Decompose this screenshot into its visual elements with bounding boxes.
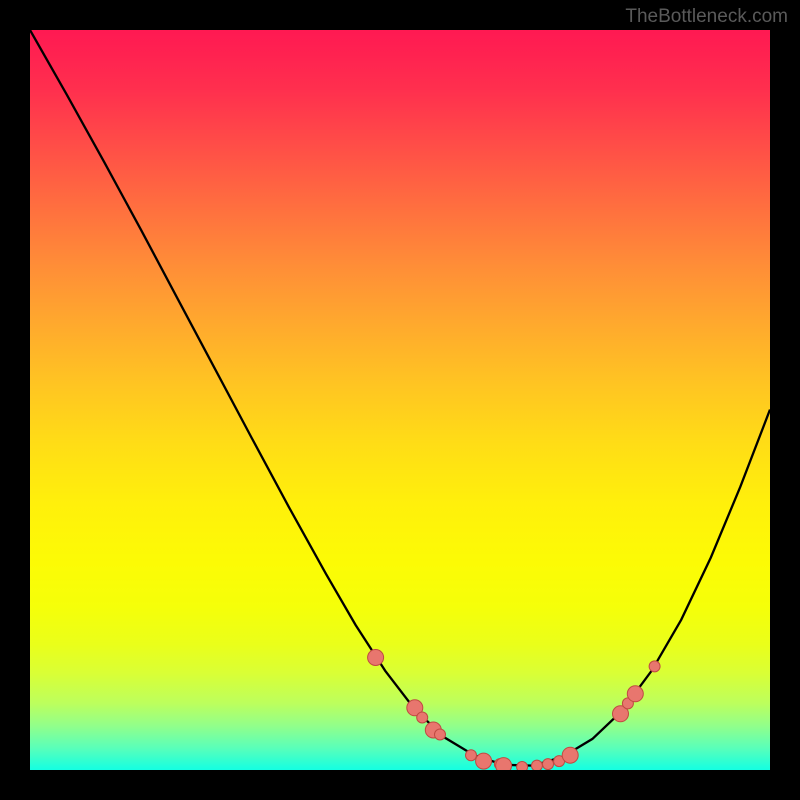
curve-marker <box>562 747 578 763</box>
chart-plot-area <box>30 30 770 770</box>
curve-marker <box>476 753 492 769</box>
curve-marker <box>517 762 528 771</box>
curve-marker <box>531 760 542 770</box>
curve-marker <box>368 650 384 666</box>
curve-marker <box>627 686 643 702</box>
curve-marker <box>496 758 512 770</box>
curve-marker <box>435 729 446 740</box>
chart-curve-layer <box>30 30 770 770</box>
curve-marker <box>543 759 554 770</box>
curve-marker <box>417 712 428 723</box>
curve-markers <box>368 650 660 771</box>
curve-line <box>30 30 770 766</box>
curve-marker <box>466 750 477 761</box>
watermark-text: TheBottleneck.com <box>625 6 788 28</box>
curve-marker <box>649 661 660 672</box>
